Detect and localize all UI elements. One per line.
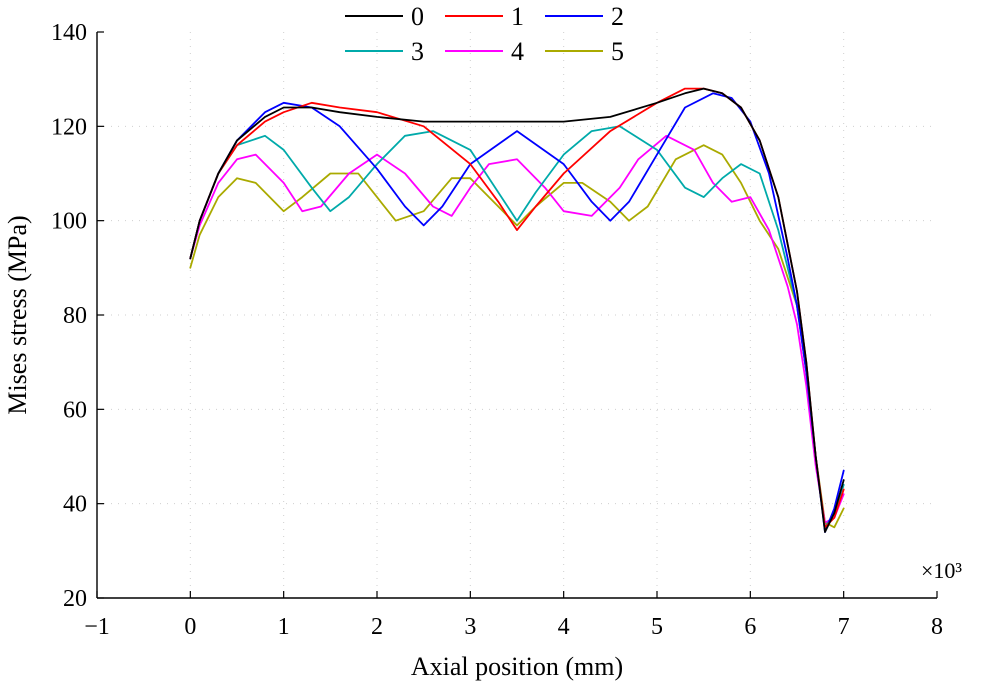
series-layer: [189, 87, 845, 533]
legend-label: 0: [411, 2, 424, 31]
y-tick-label: 100: [51, 209, 87, 235]
legend: 0 1 2 3 4 5: [345, 2, 624, 66]
legend-label: 2: [611, 2, 624, 31]
x-tick-label: 5: [651, 614, 663, 640]
series-line-0: [189, 87, 845, 533]
grid: [97, 32, 937, 598]
legend-label: 4: [511, 37, 524, 66]
y-tick-label: 140: [51, 20, 87, 46]
legend-entry-1: 1: [445, 2, 524, 31]
axes: [96, 31, 938, 599]
series-line-1: [189, 87, 845, 529]
legend-label: 5: [611, 37, 624, 66]
legend-label: 3: [411, 37, 424, 66]
series-line-4: [189, 134, 845, 524]
y-tick-label: 120: [51, 114, 87, 140]
x-tick-label: 4: [558, 614, 570, 640]
y-tick-labels: 20 40 60 80 100 120 140: [51, 20, 87, 612]
series-line-3: [189, 125, 845, 529]
legend-entry-4: 4: [445, 37, 524, 66]
x-tick-labels: −1 0 1 2 3 4 5 6 7 8: [84, 614, 943, 640]
series-line-5: [189, 144, 845, 529]
x-tick-label: −1: [84, 614, 110, 640]
x-multiplier: ×10³: [921, 558, 962, 583]
legend-entry-3: 3: [345, 37, 424, 66]
series-line-2: [189, 92, 845, 533]
legend-entry-5: 5: [545, 37, 624, 66]
x-tick-label: 7: [838, 614, 850, 640]
x-tick-label: 6: [744, 614, 756, 640]
x-tick-label: 0: [184, 614, 196, 640]
legend-entry-0: 0: [345, 2, 424, 31]
y-axis-title: Mises stress (MPa): [3, 215, 32, 414]
x-tick-label: 8: [931, 614, 943, 640]
x-axis-title: Axial position (mm): [411, 652, 623, 681]
x-tick-label: 1: [278, 614, 290, 640]
y-tick-label: 80: [63, 303, 87, 329]
legend-label: 1: [511, 2, 524, 31]
y-tick-label: 40: [63, 492, 87, 518]
y-tick-label: 20: [63, 586, 87, 612]
x-tick-label: 2: [371, 614, 383, 640]
legend-entry-2: 2: [545, 2, 624, 31]
y-tick-label: 60: [63, 397, 87, 423]
x-tick-label: 3: [464, 614, 476, 640]
